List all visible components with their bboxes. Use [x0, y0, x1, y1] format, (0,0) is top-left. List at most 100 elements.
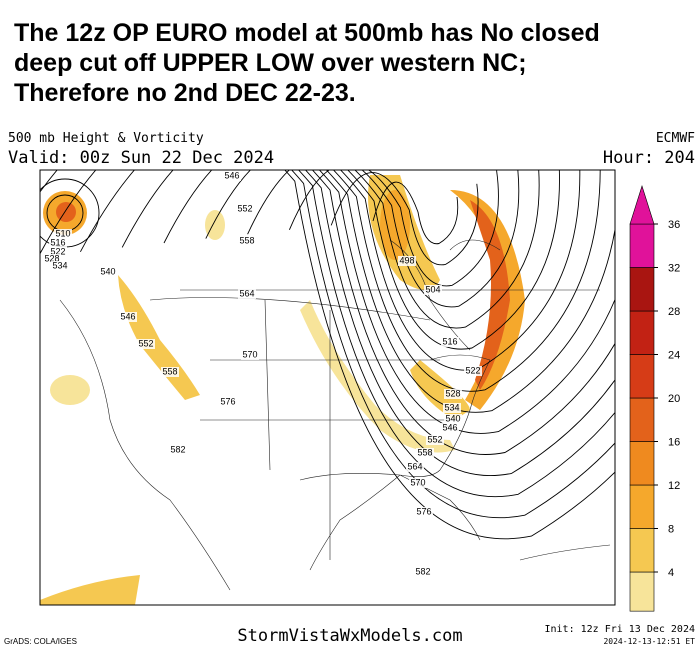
contour-label-bg [416, 448, 434, 458]
contour-label-bg [464, 366, 482, 376]
grads-credit: GrADS: COLA/IGES [4, 637, 77, 646]
colorbar-segment [629, 354, 655, 399]
contour-label-bg [49, 238, 67, 248]
contour-label: 546 [442, 422, 457, 432]
contour-label-bg [406, 462, 424, 472]
contour-label-bg [137, 339, 155, 349]
map-source: ECMWF [656, 131, 695, 146]
colorbar-segment [629, 397, 655, 442]
colorbar-segment [629, 571, 655, 612]
colorbar-tick-label: 24 [668, 350, 680, 362]
contour-line [247, 170, 520, 308]
contour-label: 552 [138, 338, 153, 348]
contour-label: 564 [407, 461, 422, 471]
contour-label-bg [414, 567, 432, 577]
contour-label: 546 [224, 170, 239, 180]
contour-line [205, 170, 540, 329]
valid-time: Valid: 00z Sun 22 Dec 2024 [8, 148, 274, 168]
colorbar-tick-label: 8 [668, 524, 674, 536]
contour-label-bg [441, 337, 459, 347]
contour-label-bg [241, 350, 259, 360]
contour-line [40, 170, 615, 413]
headline: The 12z OP EURO model at 500mb has No cl… [14, 19, 600, 47]
map: 5105165225285345405465525585465525585645… [40, 170, 615, 605]
contour-label: 540 [100, 266, 115, 276]
contour-label: 558 [239, 235, 254, 245]
contour-label-bg [441, 423, 459, 433]
colorbar-tick-label: 20 [668, 393, 680, 405]
contour-label: 534 [444, 402, 459, 412]
contour-label-bg [161, 367, 179, 377]
contour-label: 540 [445, 413, 460, 423]
contour-label-bg [169, 445, 187, 455]
contour-line [311, 170, 615, 455]
contour-label: 510 [55, 228, 70, 238]
contour-label: 516 [442, 336, 457, 346]
contour-label: 516 [50, 237, 65, 247]
contour-label-bg [223, 171, 241, 181]
contour-label-bg [54, 229, 72, 239]
forecast-hour: Hour: 204 [603, 148, 695, 168]
headline: Therefore no 2nd DEC 22-23. [14, 79, 356, 107]
contour-label: 576 [220, 396, 235, 406]
contour-label-bg [119, 312, 137, 322]
contour-label-bg [238, 236, 256, 246]
contour-label-bg [426, 435, 444, 445]
contour-line [297, 170, 615, 498]
contour-label: 576 [416, 506, 431, 516]
timestamp: 2024-12-13-12:51 ET [603, 637, 695, 646]
contour-label-bg [49, 247, 67, 257]
colorbar-segment [629, 223, 655, 268]
contour-label-bg [99, 267, 117, 277]
colorbar-tick-label: 12 [668, 480, 680, 492]
contour-line [163, 170, 560, 350]
contour-label: 546 [120, 311, 135, 321]
contour-line [372, 181, 459, 245]
contour-line [330, 172, 479, 266]
contour-label: 558 [417, 447, 432, 457]
colorbar-tick-label: 16 [668, 437, 680, 449]
map-title: 500 mb Height & Vorticity [8, 131, 204, 146]
colorbar-cap [629, 185, 655, 225]
contour-label-bg [238, 289, 256, 299]
height-contours [40, 170, 615, 540]
contour-label-bg [444, 389, 462, 399]
geography [59, 239, 611, 591]
contour-line [121, 170, 581, 371]
contour-label-bg [219, 397, 237, 407]
contour-label-bg [51, 261, 69, 271]
contour-label: 534 [52, 260, 67, 270]
contour-label: 528 [44, 253, 59, 263]
contour-label-bg [236, 204, 254, 214]
colorbar: 4 8 12 16 20 24 28 32 36 [629, 185, 680, 612]
contour-label: 582 [170, 444, 185, 454]
contour-label: 498 [399, 255, 414, 265]
contour-label: 552 [427, 434, 442, 444]
colorbar-tick-label: 28 [668, 306, 680, 318]
colorbar-segment [629, 441, 655, 486]
contour-label-bg [443, 403, 461, 413]
colorbar-segment [629, 267, 655, 312]
contour-label-bg [424, 285, 442, 295]
contour-line [290, 170, 615, 519]
headline: deep cut off UPPER LOW over western NC; [14, 49, 527, 77]
contour-label: 504 [425, 284, 440, 294]
contour-label: 558 [162, 366, 177, 376]
colorbar-segment [629, 484, 655, 529]
init-time: Init: 12z Fri 13 Dec 2024 [544, 624, 695, 635]
colorbar-segment [629, 528, 655, 573]
contour-label-bg [409, 478, 427, 488]
contour-line [80, 170, 601, 392]
map-frame [39, 169, 616, 606]
contour-label-bg [415, 507, 433, 517]
contour-line [304, 170, 615, 476]
contour-label: 564 [239, 288, 254, 298]
contour-label: 522 [50, 246, 65, 256]
contour-line [40, 170, 615, 434]
contour-label: 522 [465, 365, 480, 375]
contour-label: 582 [415, 566, 430, 576]
colorbar-tick-label: 32 [668, 263, 680, 275]
contour-label: 528 [445, 388, 460, 398]
contour-label-bg [398, 256, 416, 266]
